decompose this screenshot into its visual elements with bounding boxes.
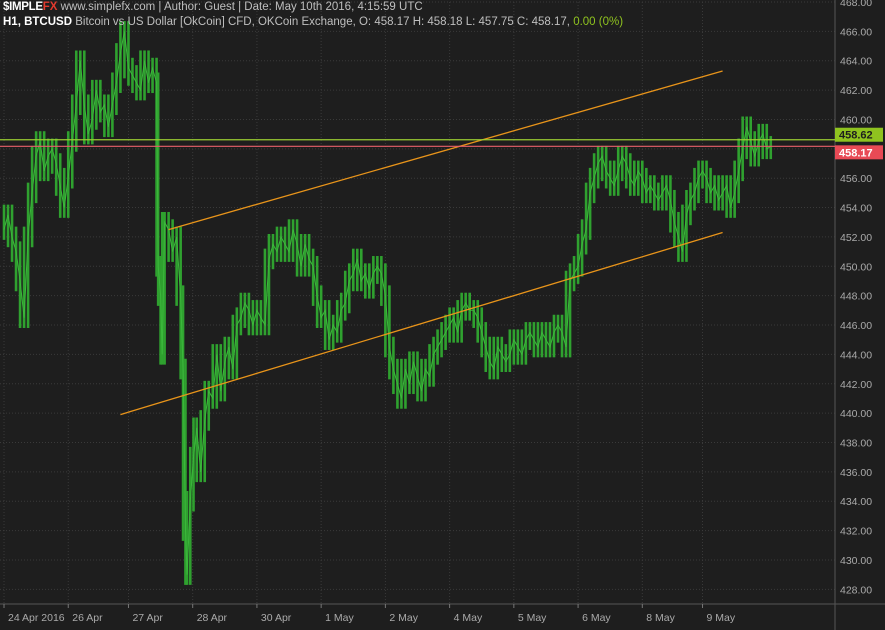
x-tick-label: 30 Apr <box>261 612 292 624</box>
price-change: 0.00 (0%) <box>573 16 624 28</box>
x-tick-label: 1 May <box>325 612 354 624</box>
y-tick-label: 462.00 <box>840 85 872 97</box>
y-tick-label: 446.00 <box>840 320 872 332</box>
timeframe-symbol: H1, BTCUSD <box>3 16 73 28</box>
x-tick-label: 28 Apr <box>197 612 228 624</box>
y-tick-label: 432.00 <box>840 526 872 538</box>
y-tick-label: 448.00 <box>840 291 872 303</box>
instrument-description: Bitcoin vs US Dollar [OkCoin] CFD, OKCoi… <box>75 16 570 28</box>
y-tick-label: 464.00 <box>840 56 872 68</box>
x-tick-label: 6 May <box>582 612 611 624</box>
x-tick-label: 27 Apr <box>132 612 163 624</box>
y-tick-label: 440.00 <box>840 408 872 420</box>
y-tick-label: 460.00 <box>840 114 872 126</box>
chart-header-line2: H1, BTCUSD Bitcoin vs US Dollar [OkCoin]… <box>3 16 623 28</box>
y-tick-label: 430.00 <box>840 555 872 567</box>
logo-part1: $IMPLE <box>3 1 43 13</box>
y-tick-label: 434.00 <box>840 496 872 508</box>
y-tick-label: 436.00 <box>840 467 872 479</box>
y-tick-label: 444.00 <box>840 349 872 361</box>
price-flag <box>835 127 883 142</box>
y-tick-label: 428.00 <box>840 584 872 596</box>
logo-part2: FX <box>42 1 58 13</box>
x-tick-label: 26 Apr <box>72 612 103 624</box>
x-tick-label: 9 May <box>707 612 736 624</box>
y-tick-label: 450.00 <box>840 261 872 273</box>
y-tick-label: 452.00 <box>840 232 872 244</box>
x-tick-label: 8 May <box>646 612 675 624</box>
x-tick-label: 4 May <box>454 612 483 624</box>
y-tick-label: 438.00 <box>840 437 872 449</box>
channel-trendline <box>168 70 723 231</box>
price-series-line <box>3 31 772 575</box>
chart-header-line1: $IMPLEFX www.simplefx.com | Author: Gues… <box>3 1 423 13</box>
x-tick-label: 2 May <box>389 612 418 624</box>
site-info: www.simplefx.com | Author: Guest | Date:… <box>60 1 423 13</box>
y-tick-label: 454.00 <box>840 203 872 215</box>
price-flag-label: 458.62 <box>839 130 873 142</box>
price-flag-label: 458.17 <box>839 147 873 159</box>
y-tick-label: 466.00 <box>840 26 872 38</box>
y-tick-label: 468.00 <box>840 0 872 9</box>
y-tick-label: 456.00 <box>840 173 872 185</box>
x-tick-label: 5 May <box>518 612 547 624</box>
channel-trendline <box>120 231 723 416</box>
price-flag <box>835 145 883 160</box>
x-tick-label: 24 Apr 2016 <box>8 612 65 624</box>
y-tick-label: 442.00 <box>840 379 872 391</box>
